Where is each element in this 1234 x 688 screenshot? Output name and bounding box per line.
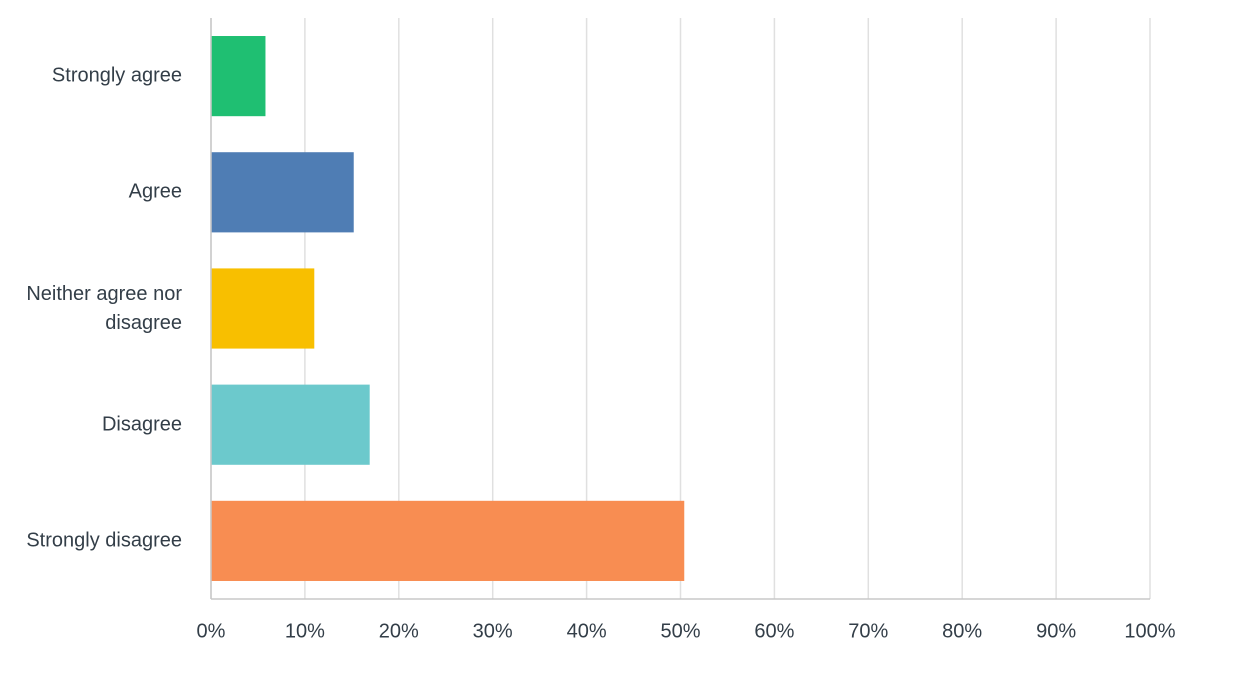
bar — [211, 500, 685, 581]
x-tick-label: 0% — [197, 620, 226, 642]
y-tick-label: Strongly agree — [51, 64, 182, 87]
x-tick-label: 20% — [379, 620, 419, 642]
x-tick-label: 100% — [1124, 620, 1175, 642]
x-tick-label: 40% — [567, 620, 607, 642]
y-tick-label: Agree — [128, 180, 182, 203]
x-tick-label: 70% — [848, 620, 888, 642]
bar — [211, 36, 266, 117]
bar — [211, 152, 354, 233]
x-tick-label: 90% — [1036, 620, 1076, 642]
x-tick-label: 80% — [942, 620, 982, 642]
x-tick-label: 50% — [660, 620, 700, 642]
x-tick-label: 10% — [285, 620, 325, 642]
y-tick-label: Strongly disagree — [26, 529, 182, 552]
y-tick-label: Neither agree nor disagree — [26, 282, 182, 334]
x-tick-label: 60% — [754, 620, 794, 642]
bar — [211, 268, 315, 349]
x-tick-label: 30% — [473, 620, 513, 642]
bar — [211, 384, 370, 465]
y-tick-label: Disagree — [101, 413, 182, 436]
